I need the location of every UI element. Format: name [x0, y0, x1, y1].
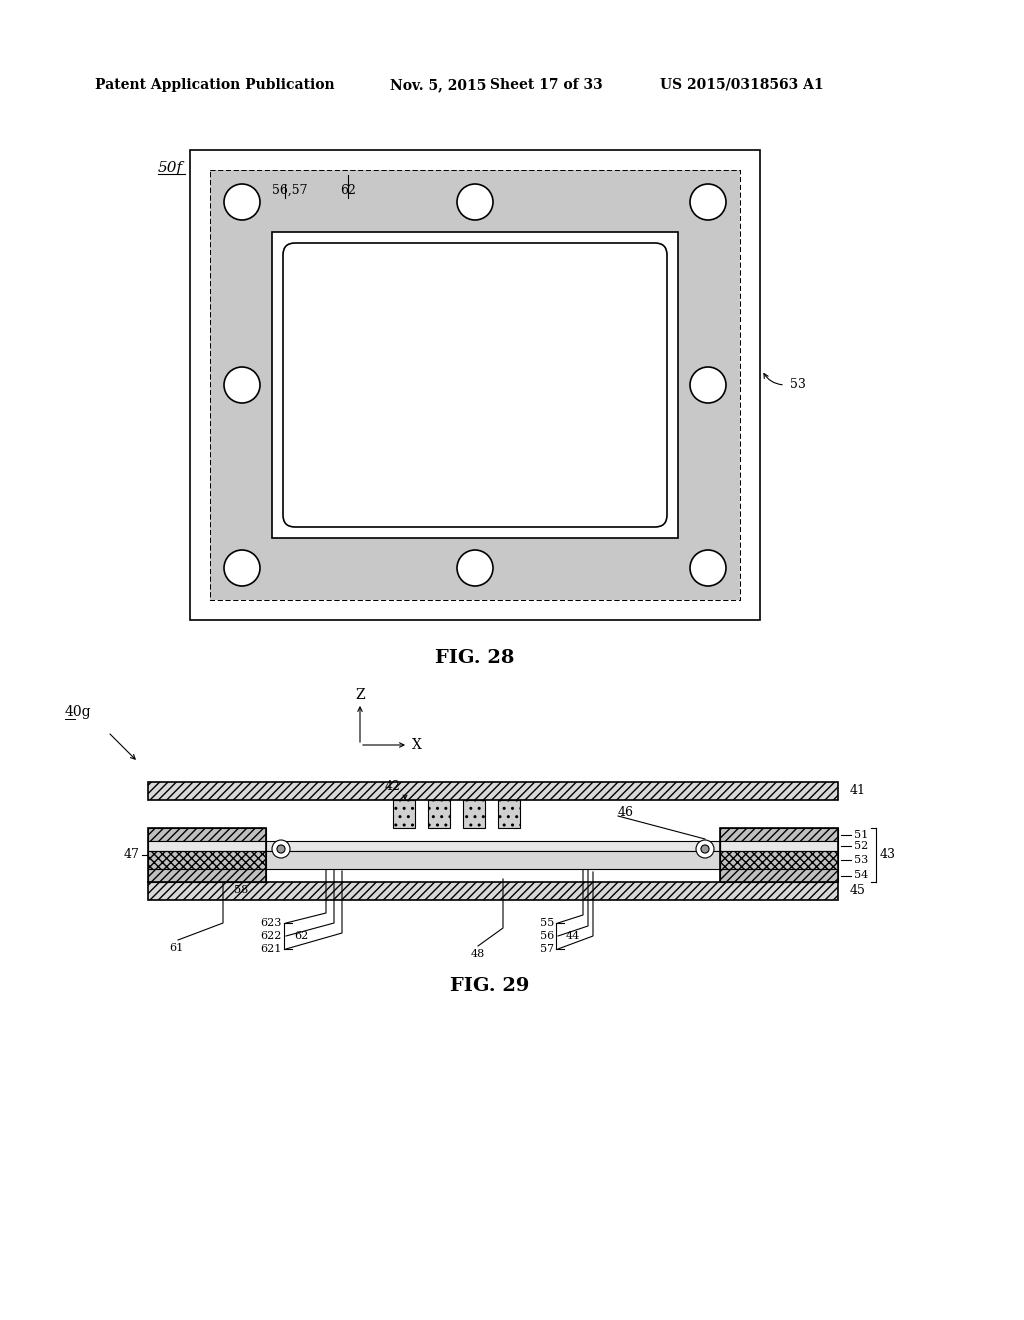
Text: US 2015/0318563 A1: US 2015/0318563 A1	[660, 78, 823, 92]
Bar	[210, 170, 740, 601]
Text: Z: Z	[355, 688, 365, 702]
Bar	[148, 841, 266, 851]
Text: FIG. 28: FIG. 28	[435, 649, 515, 667]
Bar	[428, 800, 450, 828]
Circle shape	[457, 550, 493, 586]
Circle shape	[696, 840, 714, 858]
Text: 51: 51	[854, 829, 868, 840]
Text: X: X	[412, 738, 422, 752]
Bar	[720, 851, 838, 869]
Bar	[393, 800, 415, 828]
Text: 622: 622	[261, 931, 282, 941]
Circle shape	[272, 840, 290, 858]
Text: 56,57: 56,57	[272, 183, 307, 197]
Text: 54: 54	[854, 870, 868, 880]
Text: 41: 41	[850, 784, 866, 797]
Bar	[266, 851, 720, 869]
Bar	[148, 869, 266, 882]
Text: 45: 45	[850, 884, 866, 898]
Bar	[498, 800, 520, 828]
Text: Sheet 17 of 33: Sheet 17 of 33	[490, 78, 603, 92]
Bar	[720, 828, 838, 841]
Text: 53: 53	[790, 379, 806, 392]
Bar	[148, 828, 266, 882]
Text: FIG. 29: FIG. 29	[451, 977, 529, 995]
Text: 40g: 40g	[65, 705, 91, 719]
Text: 56: 56	[540, 931, 554, 941]
Bar	[210, 170, 740, 601]
Circle shape	[457, 183, 493, 220]
Text: 58: 58	[233, 884, 248, 895]
Bar	[463, 800, 485, 828]
Text: 623: 623	[261, 917, 282, 928]
Circle shape	[276, 845, 285, 853]
Text: Nov. 5, 2015: Nov. 5, 2015	[390, 78, 486, 92]
Bar	[272, 232, 678, 539]
Text: 62: 62	[340, 183, 356, 197]
Text: Patent Application Publication: Patent Application Publication	[95, 78, 335, 92]
Bar	[210, 170, 740, 601]
FancyBboxPatch shape	[283, 243, 667, 527]
Text: 57: 57	[540, 944, 554, 954]
Circle shape	[224, 367, 260, 403]
Bar	[720, 869, 838, 882]
Text: 55: 55	[540, 917, 554, 928]
Text: 55: 55	[464, 376, 486, 393]
Bar	[720, 828, 838, 882]
Circle shape	[224, 550, 260, 586]
Text: 62: 62	[294, 931, 308, 941]
Text: 44: 44	[566, 931, 581, 941]
Bar	[720, 841, 838, 851]
Bar	[148, 882, 838, 900]
Bar	[148, 781, 838, 800]
Bar	[266, 841, 720, 851]
Text: 47: 47	[124, 849, 140, 862]
Text: 61: 61	[169, 942, 183, 953]
Bar	[148, 851, 266, 869]
Text: 52: 52	[854, 841, 868, 851]
Bar	[190, 150, 760, 620]
Circle shape	[690, 183, 726, 220]
Text: 50f: 50f	[158, 161, 183, 176]
Circle shape	[224, 183, 260, 220]
Circle shape	[690, 367, 726, 403]
Text: 53: 53	[854, 855, 868, 865]
Text: 43: 43	[880, 849, 896, 862]
Text: 46: 46	[618, 805, 634, 818]
Circle shape	[701, 845, 709, 853]
Text: 48: 48	[471, 949, 485, 960]
Bar	[148, 828, 266, 841]
Circle shape	[690, 550, 726, 586]
Text: 621: 621	[261, 944, 282, 954]
Text: 42: 42	[385, 780, 400, 792]
